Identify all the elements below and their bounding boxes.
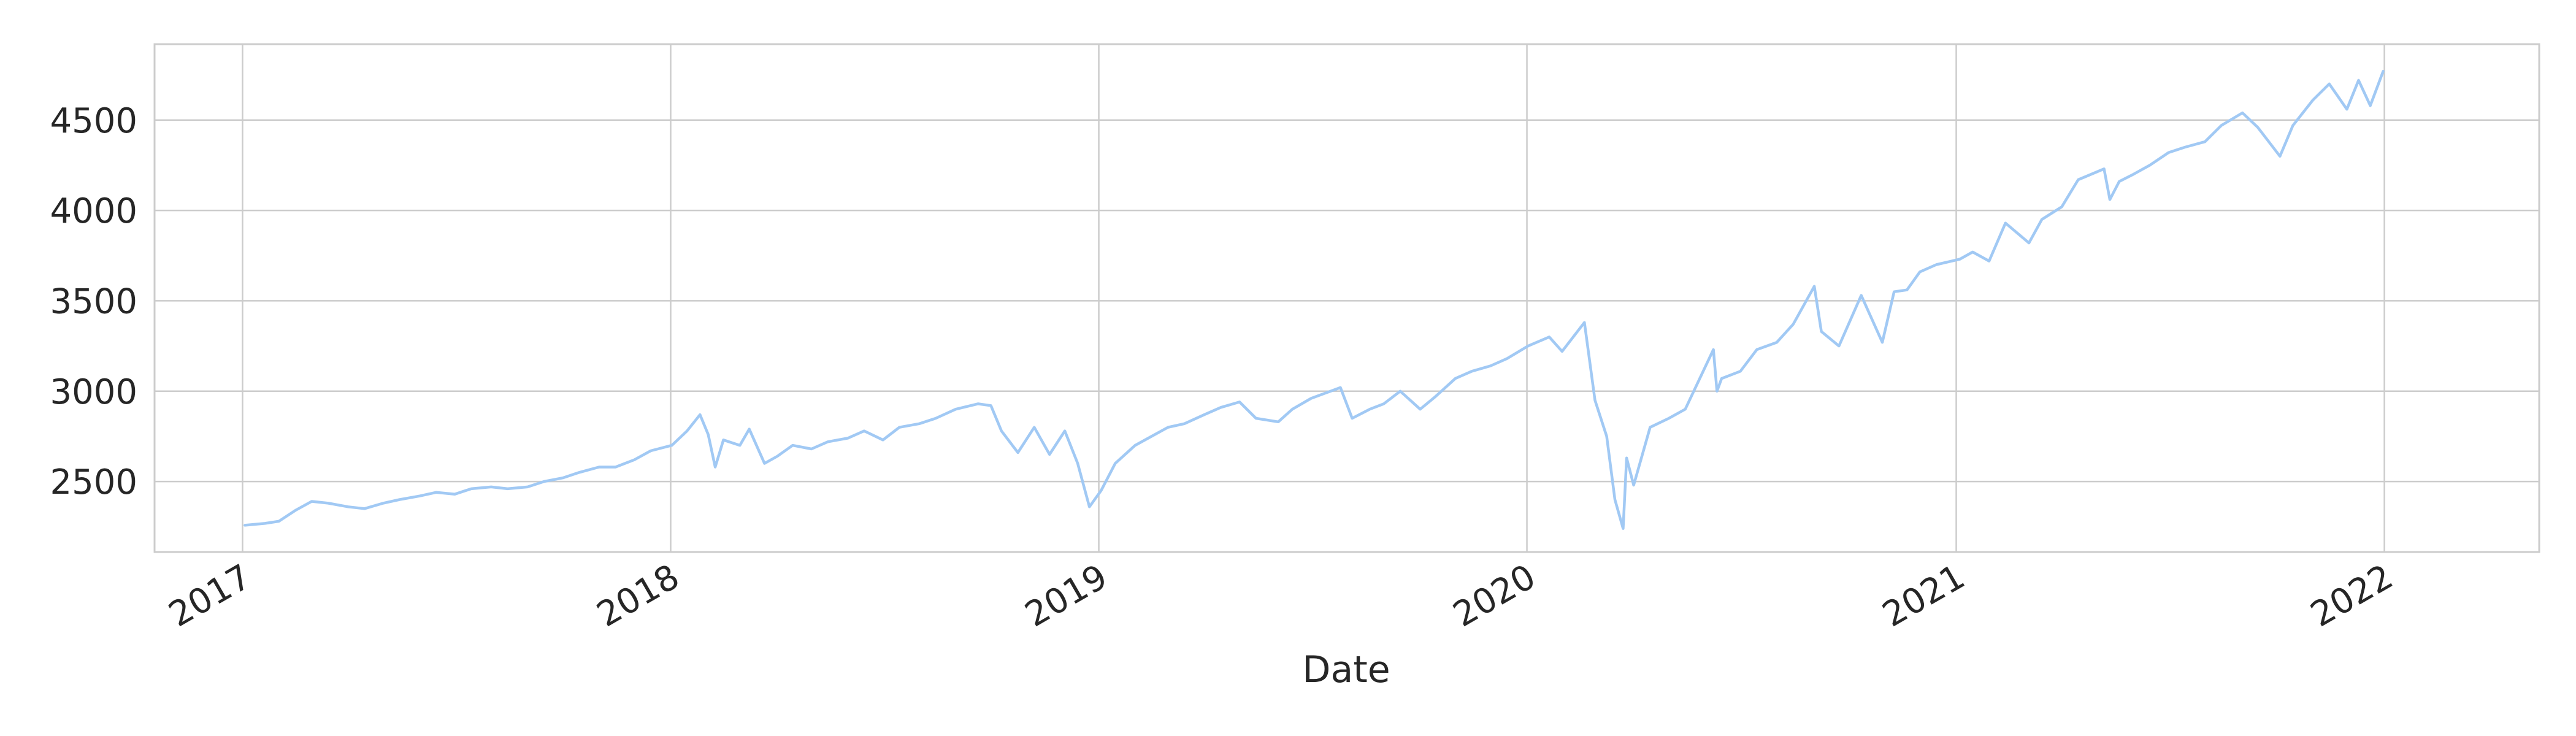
plot-area-frame <box>153 43 2540 553</box>
x-axis-title: Date <box>1302 648 1390 691</box>
series-layer <box>243 69 2385 530</box>
series-line-0 <box>243 69 2385 530</box>
y-tick-label: 4000 <box>50 191 137 231</box>
y-axis-tick-labels: 2500 3000 3500 4000 4500 <box>50 101 137 502</box>
grid <box>155 44 2539 552</box>
y-tick-label: 3000 <box>50 372 137 412</box>
y-tick-label: 4500 <box>50 101 137 141</box>
y-tick-label: 3500 <box>50 282 137 321</box>
y-tick-label: 2500 <box>50 462 137 502</box>
